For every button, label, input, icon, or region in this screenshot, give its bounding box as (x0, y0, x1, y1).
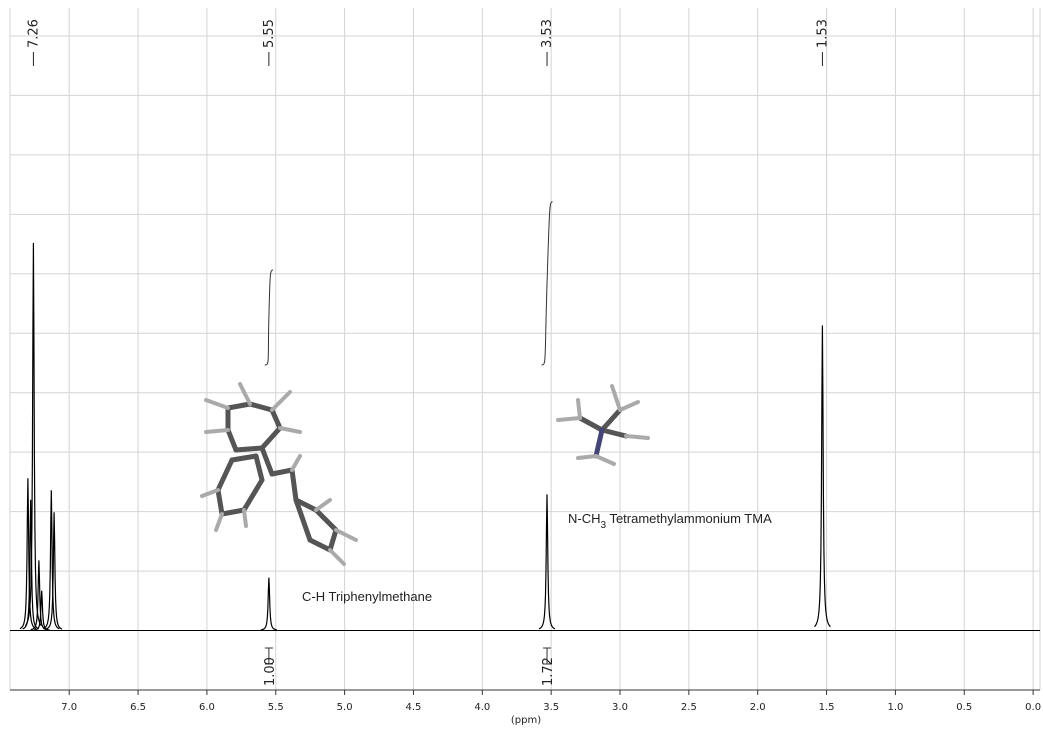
integral-label: 1.72 (541, 657, 556, 686)
peak-label: 5.55 (262, 19, 277, 48)
x-tick-label: 6.5 (130, 702, 146, 713)
x-tick-label: 6.0 (199, 702, 215, 713)
x-tick-label: 3.0 (612, 702, 628, 713)
x-tick-label: 4.5 (406, 702, 422, 713)
x-tick-label: 5.5 (268, 702, 284, 713)
nmr-chart: C-H Triphenylmethane N-CH3 Tetramethylam… (0, 0, 1043, 729)
peak-label: 7.26 (26, 19, 41, 48)
integral-label: 1.00 (263, 657, 278, 686)
peak-label: 3.53 (540, 19, 555, 48)
annotation-text: N-CH (568, 511, 601, 526)
x-tick-label: 0.5 (956, 702, 972, 713)
x-tick-label: 2.0 (750, 702, 766, 713)
annotation-text: Tetramethylammonium TMA (606, 511, 772, 526)
background (0, 0, 1043, 729)
x-tick-label: 1.0 (887, 702, 903, 713)
annotation: C-H Triphenylmethane (302, 589, 432, 604)
x-tick-label: 4.0 (474, 702, 490, 713)
x-tick-label: 3.5 (543, 702, 559, 713)
x-tick-label: 0.0 (1025, 702, 1041, 713)
x-tick-label: 1.5 (819, 702, 835, 713)
x-tick-label: 7.0 (61, 702, 77, 713)
x-axis-label: (ppm) (511, 715, 541, 726)
x-tick-label: 2.5 (681, 702, 697, 713)
x-tick-label: 5.0 (337, 702, 353, 713)
peak-label: 1.53 (815, 19, 830, 48)
